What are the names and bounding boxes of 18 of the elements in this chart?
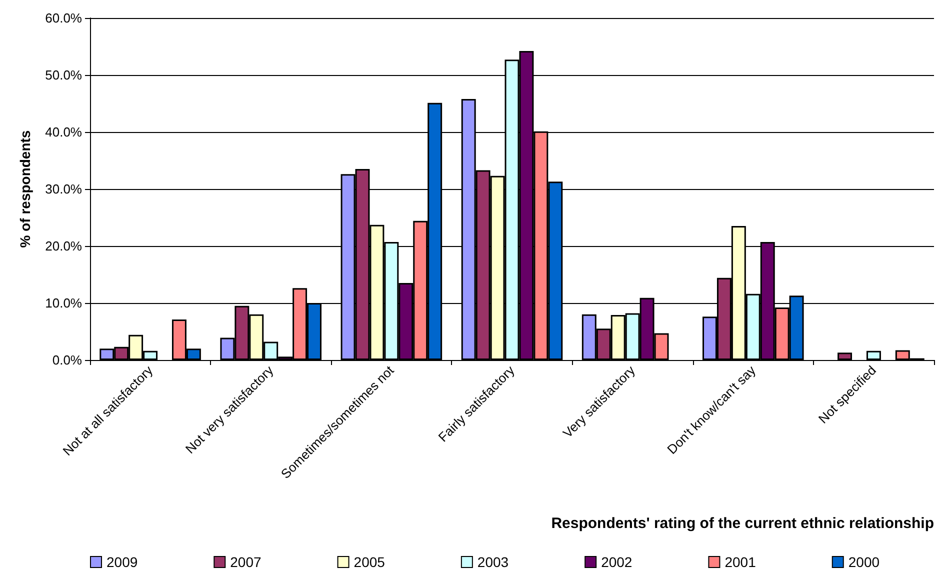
legend-label: 2009	[106, 554, 138, 570]
y-tick-label: 40.0%	[45, 124, 82, 140]
y-axis-title: % of respondents	[17, 130, 33, 248]
legend-label: 2007	[230, 554, 262, 570]
legend-label: 2000	[848, 554, 880, 570]
legend-label: 2002	[601, 554, 632, 570]
y-tick-label: 50.0%	[45, 68, 82, 82]
x-axis-title: Respondents' rating of the current ethnic relationship	[551, 515, 934, 532]
bar	[866, 350, 881, 360]
y-tick-label: 20.0%	[45, 238, 82, 254]
legend-label: 2005	[354, 554, 386, 570]
y-tick-label: 60.0%	[45, 10, 82, 26]
y-tick-label: 10.0%	[45, 296, 82, 310]
legend-label: 2001	[724, 554, 756, 570]
legend-label: 2003	[477, 554, 509, 570]
y-tick-label: 30.0%	[45, 182, 82, 196]
y-tick-label: 0.0%	[52, 352, 82, 368]
bar	[838, 352, 852, 360]
